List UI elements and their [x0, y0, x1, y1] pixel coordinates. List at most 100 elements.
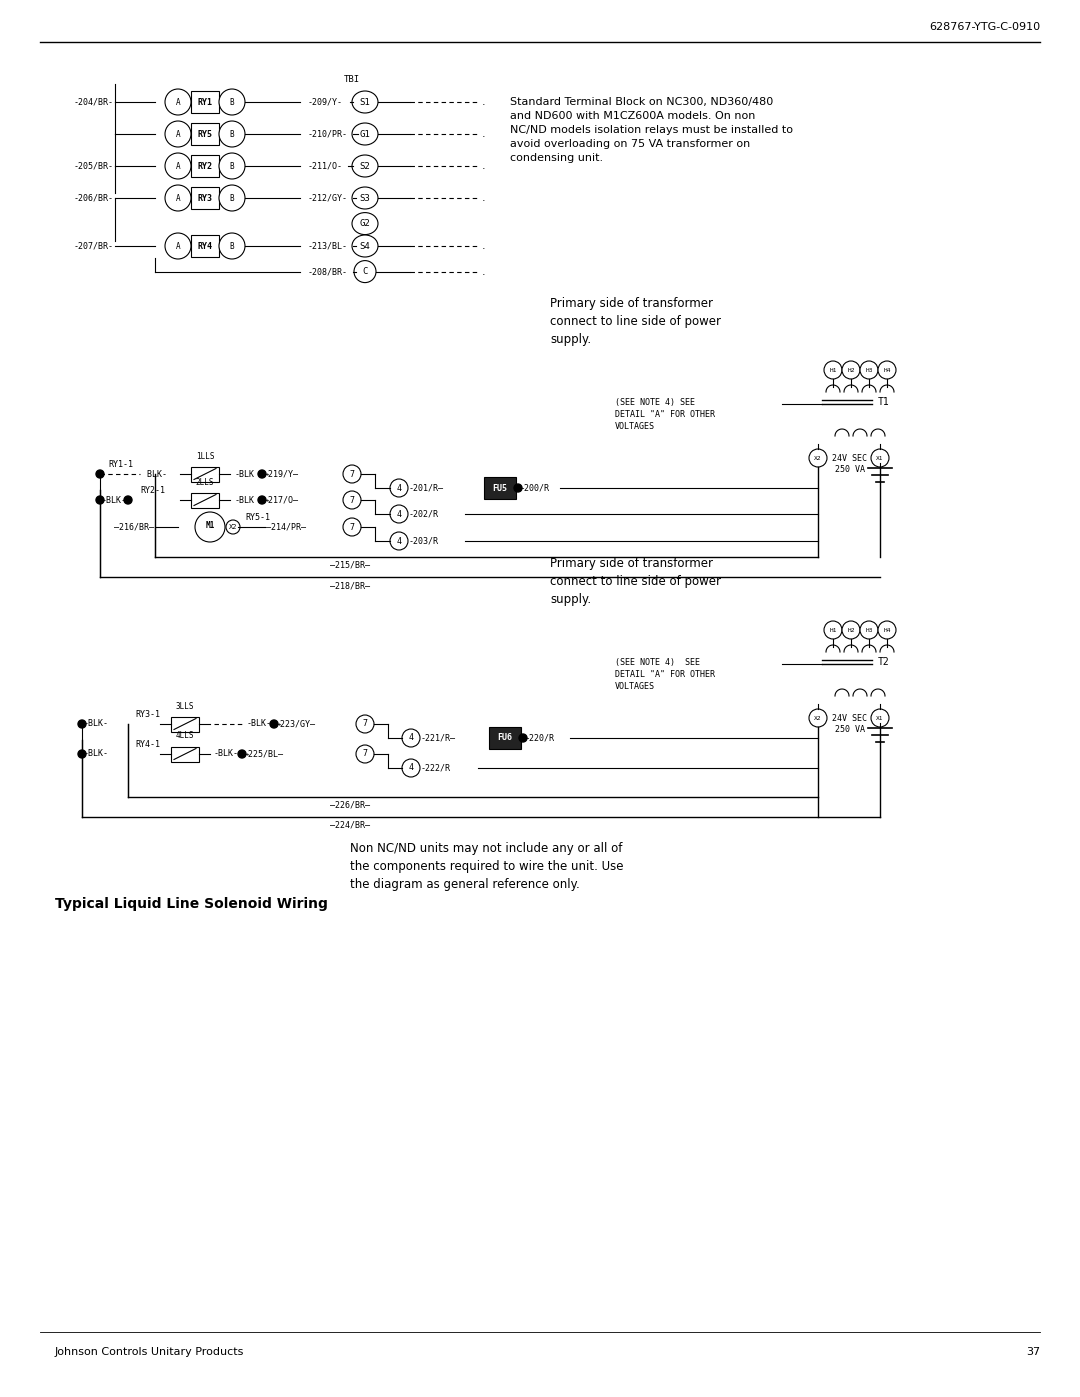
Text: H2: H2 — [847, 627, 854, 633]
Text: B: B — [230, 242, 234, 250]
Text: H2: H2 — [847, 367, 854, 373]
Text: B: B — [230, 194, 234, 203]
Text: —218/BR—: —218/BR— — [330, 581, 370, 590]
Text: G1: G1 — [360, 130, 370, 138]
Text: .: . — [482, 267, 486, 277]
Text: .: . — [482, 161, 486, 170]
FancyBboxPatch shape — [191, 187, 219, 210]
Text: T2: T2 — [878, 657, 890, 666]
Text: H4: H4 — [883, 367, 891, 373]
Text: 4: 4 — [396, 536, 402, 545]
Text: H3: H3 — [865, 627, 873, 633]
Text: Standard Terminal Block on NC300, ND360/480
and ND600 with M1CZ600A models. On n: Standard Terminal Block on NC300, ND360/… — [510, 96, 793, 163]
Text: .: . — [482, 242, 486, 251]
Ellipse shape — [352, 235, 378, 257]
Ellipse shape — [165, 122, 191, 147]
Text: -BLK-: -BLK- — [214, 750, 239, 759]
Ellipse shape — [219, 233, 245, 258]
Text: H1: H1 — [829, 367, 837, 373]
Text: S3: S3 — [360, 194, 370, 203]
Circle shape — [238, 750, 246, 759]
Text: 4: 4 — [408, 733, 414, 742]
Text: —226/BR—: —226/BR— — [330, 800, 370, 810]
Text: Primary side of transformer
connect to line side of power
supply.: Primary side of transformer connect to l… — [550, 298, 721, 346]
Circle shape — [195, 511, 225, 542]
Circle shape — [343, 465, 361, 483]
Text: S4: S4 — [360, 242, 370, 250]
Circle shape — [390, 532, 408, 550]
Text: -211/O-: -211/O- — [308, 162, 343, 170]
Circle shape — [96, 469, 104, 478]
Ellipse shape — [165, 184, 191, 211]
Text: H1: H1 — [829, 627, 837, 633]
Text: 628767-YTG-C-0910: 628767-YTG-C-0910 — [929, 22, 1040, 32]
Text: A: A — [176, 194, 180, 203]
Text: →219/Y—: →219/Y— — [264, 469, 299, 479]
Text: H3: H3 — [865, 367, 873, 373]
Text: →225/BL—: →225/BL— — [244, 750, 284, 759]
Circle shape — [878, 622, 896, 638]
Text: 7: 7 — [350, 496, 354, 504]
Circle shape — [824, 360, 842, 379]
Text: Johnson Controls Unitary Products: Johnson Controls Unitary Products — [55, 1347, 244, 1356]
Ellipse shape — [352, 212, 378, 235]
Text: RY3-1: RY3-1 — [135, 710, 160, 719]
Text: 1LLS: 1LLS — [195, 451, 214, 461]
Text: —216/BR—: —216/BR— — [114, 522, 154, 531]
FancyBboxPatch shape — [191, 467, 219, 482]
Text: RY1-1: RY1-1 — [108, 460, 133, 469]
FancyBboxPatch shape — [191, 493, 219, 507]
Text: -212/GY-: -212/GY- — [308, 194, 348, 203]
Text: RY3: RY3 — [198, 194, 213, 203]
Text: →223/GY—: →223/GY— — [276, 719, 316, 728]
Circle shape — [514, 483, 522, 492]
Circle shape — [356, 715, 374, 733]
Circle shape — [809, 448, 827, 467]
Text: X2: X2 — [814, 715, 822, 721]
Text: M1: M1 — [205, 521, 215, 531]
Text: RY2-1: RY2-1 — [140, 486, 165, 495]
Text: 4LLS: 4LLS — [176, 732, 194, 740]
Ellipse shape — [352, 91, 378, 113]
Text: FU6: FU6 — [498, 733, 513, 742]
Circle shape — [343, 518, 361, 536]
Text: 24V SEC
250 VA: 24V SEC 250 VA — [833, 454, 867, 474]
Ellipse shape — [219, 122, 245, 147]
FancyBboxPatch shape — [489, 726, 521, 749]
Text: —224/BR—: —224/BR— — [330, 821, 370, 830]
Text: .: . — [482, 96, 486, 108]
Text: FU5: FU5 — [492, 483, 508, 493]
Circle shape — [870, 710, 889, 726]
FancyBboxPatch shape — [171, 746, 199, 761]
Text: -BLK-: -BLK- — [247, 719, 272, 728]
Text: —214/PR—: —214/PR— — [266, 522, 306, 531]
FancyBboxPatch shape — [191, 123, 219, 145]
Circle shape — [860, 622, 878, 638]
Text: A: A — [176, 98, 180, 106]
Text: -BLK-: -BLK- — [84, 750, 109, 759]
Text: Primary side of transformer
connect to line side of power
supply.: Primary side of transformer connect to l… — [550, 557, 721, 606]
Text: 3LLS: 3LLS — [176, 701, 194, 711]
Circle shape — [402, 759, 420, 777]
Text: -205/BR-: -205/BR- — [75, 162, 114, 170]
Text: S1: S1 — [360, 98, 370, 106]
Circle shape — [96, 496, 104, 504]
Text: Non NC/ND units may not include any or all of
the components required to wire th: Non NC/ND units may not include any or a… — [350, 842, 623, 891]
Text: -213/BL-: -213/BL- — [308, 242, 348, 250]
Text: -BLK: -BLK — [235, 469, 255, 479]
Text: -203/R: -203/R — [409, 536, 438, 545]
Ellipse shape — [352, 123, 378, 145]
Text: 7: 7 — [363, 750, 367, 759]
Text: -207/BR-: -207/BR- — [75, 242, 114, 250]
Circle shape — [258, 496, 266, 504]
Text: A: A — [176, 130, 180, 138]
Text: RY2: RY2 — [198, 162, 213, 170]
Text: →217/O—: →217/O— — [264, 496, 299, 504]
Text: Typical Liquid Line Solenoid Wiring: Typical Liquid Line Solenoid Wiring — [55, 897, 328, 911]
FancyBboxPatch shape — [191, 155, 219, 177]
Circle shape — [124, 496, 132, 504]
Ellipse shape — [165, 154, 191, 179]
Text: B: B — [230, 162, 234, 170]
Text: X1: X1 — [876, 455, 883, 461]
Text: -202/R: -202/R — [409, 510, 438, 518]
